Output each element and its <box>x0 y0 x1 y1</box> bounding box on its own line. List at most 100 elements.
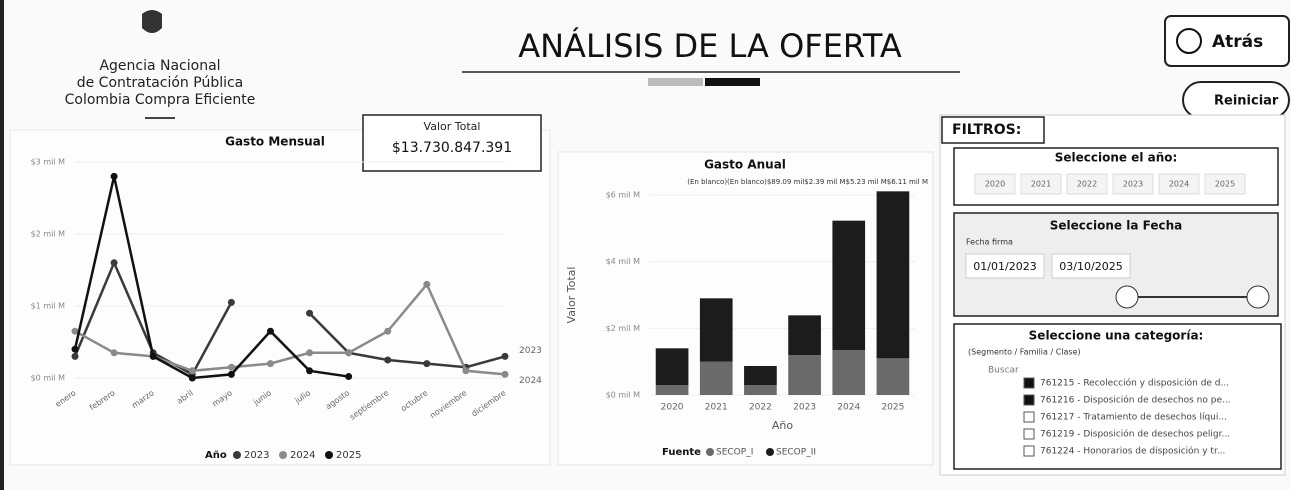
x-axis-label: Año <box>772 419 793 432</box>
legend-label: SECOP_I <box>716 448 753 458</box>
y-tick-label: $2 mil M <box>606 324 641 333</box>
bar-segment <box>744 366 777 385</box>
date-from-box[interactable] <box>965 253 1045 279</box>
point <box>501 370 509 378</box>
checkbox[interactable] <box>1023 428 1035 440</box>
y-tick-label: $0 mil M <box>31 374 66 383</box>
checkbox[interactable] <box>1023 411 1035 423</box>
point <box>423 280 431 288</box>
year-button[interactable] <box>1158 173 1200 195</box>
year-button[interactable] <box>1020 173 1062 195</box>
title-accent <box>648 78 703 86</box>
x-tick-label: 2023 <box>793 403 816 413</box>
category-slicer-title: Seleccione una categoría: <box>1029 329 1204 343</box>
point <box>71 327 79 335</box>
x-tick-label: 2024 <box>837 403 860 413</box>
back-icon <box>1176 28 1202 54</box>
year-label: 2023 <box>1123 180 1143 189</box>
left-edge <box>0 0 4 490</box>
point <box>266 327 274 335</box>
date-slicer-title: Seleccione la Fecha <box>1050 219 1182 233</box>
point <box>501 352 509 360</box>
point <box>110 349 118 357</box>
point <box>110 172 118 180</box>
point <box>306 309 314 317</box>
point <box>149 352 157 360</box>
point <box>227 363 235 371</box>
point <box>345 373 353 381</box>
bar-segment <box>699 361 733 395</box>
legend-label: SECOP_II <box>776 448 816 458</box>
year-button[interactable] <box>1204 173 1246 195</box>
bar-segment <box>876 191 910 359</box>
category-item: 761215 - Recolección y disposición de d.… <box>1040 378 1229 389</box>
bar-segment <box>655 348 689 385</box>
org-line: Colombia Compra Eficiente <box>65 92 256 108</box>
point <box>384 327 392 335</box>
bar-segment <box>788 355 821 395</box>
range-handle[interactable] <box>1115 285 1139 309</box>
y-axis-label: Valor Total <box>565 267 578 324</box>
date-to-box[interactable] <box>1051 253 1131 279</box>
chart-title: Gasto Mensual <box>225 135 325 149</box>
org-line: Agencia Nacional <box>99 58 220 74</box>
year-label: 2021 <box>1031 180 1051 189</box>
point <box>188 367 196 375</box>
date-from: 01/01/2023 <box>973 260 1036 273</box>
y-tick-label: $3 mil M <box>31 158 66 167</box>
bar-segment <box>876 358 910 395</box>
y-tick-label: $1 mil M <box>31 302 66 311</box>
x-tick-label: 2020 <box>661 403 684 413</box>
bar-segment <box>699 298 733 362</box>
checkbox[interactable] <box>1023 445 1035 457</box>
point <box>110 259 118 267</box>
checkbox[interactable] <box>1023 394 1035 406</box>
org-line: de Contratación Pública <box>77 75 244 91</box>
year-button[interactable] <box>1112 173 1154 195</box>
title-accent <box>705 78 760 86</box>
card-label: Valor Total <box>424 120 481 133</box>
point <box>306 349 314 357</box>
x-tick-label: 2022 <box>749 403 772 413</box>
card-value: $13.730.847.391 <box>392 140 512 156</box>
legend-title: Año <box>205 450 227 461</box>
point <box>462 367 470 375</box>
category-item: 761217 - Tratamiento de desechos líqui..… <box>1040 413 1227 423</box>
reset-label: Reiniciar <box>1214 94 1279 109</box>
year-button[interactable] <box>1066 173 1108 195</box>
legend-swatch <box>233 451 241 459</box>
y-tick-label: $4 mil M <box>606 257 641 266</box>
category-item: 761219 - Disposición de desechos peligr.… <box>1040 429 1230 440</box>
bar-segment <box>744 385 777 395</box>
range-handle[interactable] <box>1246 285 1270 309</box>
legend-label: 2024 <box>290 450 315 461</box>
point <box>71 345 79 353</box>
point <box>188 374 196 382</box>
year-label: 2020 <box>985 180 1005 189</box>
category-hint: (Segmento / Familia / Clase) <box>968 348 1081 357</box>
bar-segment <box>832 220 866 350</box>
bar-segment <box>832 350 866 395</box>
checkbox[interactable] <box>1023 377 1035 389</box>
data-label-annotation: (En blanco)(En blanco)$89.09 mil$2.39 mi… <box>687 178 928 186</box>
legend-title: Fuente <box>662 447 701 458</box>
y-tick-label: $2 mil M <box>31 230 66 239</box>
back-label: Atrás <box>1212 32 1263 52</box>
date-field: Fecha firma <box>966 238 1013 247</box>
point <box>345 349 353 357</box>
year-label: 2022 <box>1077 180 1097 189</box>
year-slicer-title: Seleccione el año: <box>1055 151 1178 165</box>
filter-title-box <box>941 116 1045 144</box>
search-box[interactable]: Buscar <box>988 366 1019 376</box>
date-to: 03/10/2025 <box>1059 260 1122 273</box>
point <box>384 356 392 364</box>
point <box>227 298 235 306</box>
back-button[interactable] <box>1164 15 1290 67</box>
legend-swatch <box>279 451 287 459</box>
category-slicer <box>953 323 1282 470</box>
legend-label: 2023 <box>244 450 269 461</box>
point <box>71 352 79 360</box>
page-title: ANÁLISIS DE LA OFERTA <box>518 27 902 65</box>
year-button[interactable] <box>974 173 1016 195</box>
x-tick-label: 2025 <box>881 403 904 413</box>
